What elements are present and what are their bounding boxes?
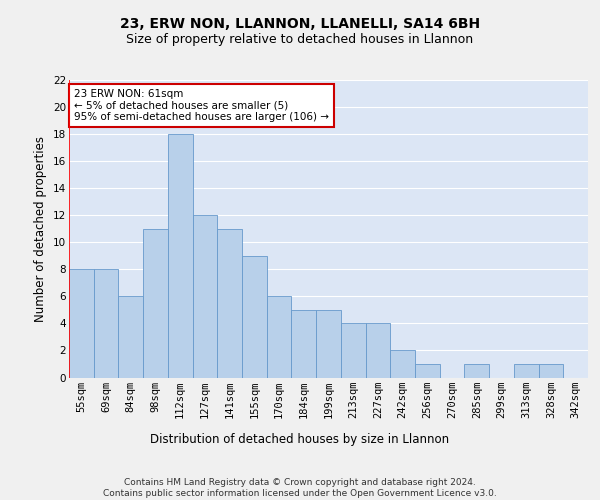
Bar [267, 296, 292, 378]
Text: Contains HM Land Registry data © Crown copyright and database right 2024.
Contai: Contains HM Land Registry data © Crown c… [103, 478, 497, 498]
Bar [316, 310, 341, 378]
Bar [193, 215, 217, 378]
Text: 23 ERW NON: 61sqm
← 5% of detached houses are smaller (5)
95% of semi-detached h: 23 ERW NON: 61sqm ← 5% of detached house… [74, 89, 329, 122]
Bar [143, 229, 168, 378]
Bar [539, 364, 563, 378]
Bar [341, 324, 365, 378]
Bar [365, 324, 390, 378]
Bar [390, 350, 415, 378]
Bar [464, 364, 489, 378]
Text: Size of property relative to detached houses in Llannon: Size of property relative to detached ho… [127, 32, 473, 46]
Bar [69, 270, 94, 378]
Bar [242, 256, 267, 378]
Bar [514, 364, 539, 378]
Bar [217, 229, 242, 378]
Text: 23, ERW NON, LLANNON, LLANELLI, SA14 6BH: 23, ERW NON, LLANNON, LLANELLI, SA14 6BH [120, 18, 480, 32]
Bar [118, 296, 143, 378]
Text: Distribution of detached houses by size in Llannon: Distribution of detached houses by size … [151, 432, 449, 446]
Bar [415, 364, 440, 378]
Bar [292, 310, 316, 378]
Bar [168, 134, 193, 378]
Y-axis label: Number of detached properties: Number of detached properties [34, 136, 47, 322]
Bar [94, 270, 118, 378]
